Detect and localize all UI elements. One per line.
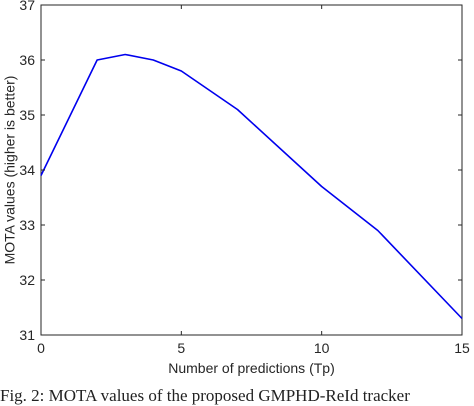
y-tick-label-2: 33	[19, 217, 35, 233]
axes-box	[40, 4, 463, 336]
y-tick-label-4: 35	[19, 107, 35, 123]
x-axis-ticks: 0 5 10 15	[37, 5, 470, 356]
x-tick-label-0: 0	[37, 340, 45, 356]
figure-caption: Fig. 2: MOTA values of the proposed GMPH…	[0, 386, 410, 405]
y-tick-label-3: 34	[19, 162, 35, 178]
y-axis-ticks: 31 32 33 34 35 36 37	[19, 0, 462, 343]
y-tick-label-0: 31	[19, 327, 35, 343]
y-tick-label-5: 36	[19, 52, 35, 68]
y-axis-label: MOTA values (higher is better)	[2, 76, 18, 265]
x-tick-label-2: 10	[314, 340, 330, 356]
plot-area	[40, 4, 463, 336]
x-tick-label-1: 5	[177, 340, 185, 356]
y-tick-label-1: 32	[19, 272, 35, 288]
series-line-0	[40, 53, 463, 320]
x-axis-label: Number of predictions (Tp)	[168, 360, 335, 376]
x-tick-label-3: 15	[454, 340, 470, 356]
y-tick-label-6: 37	[19, 0, 35, 13]
